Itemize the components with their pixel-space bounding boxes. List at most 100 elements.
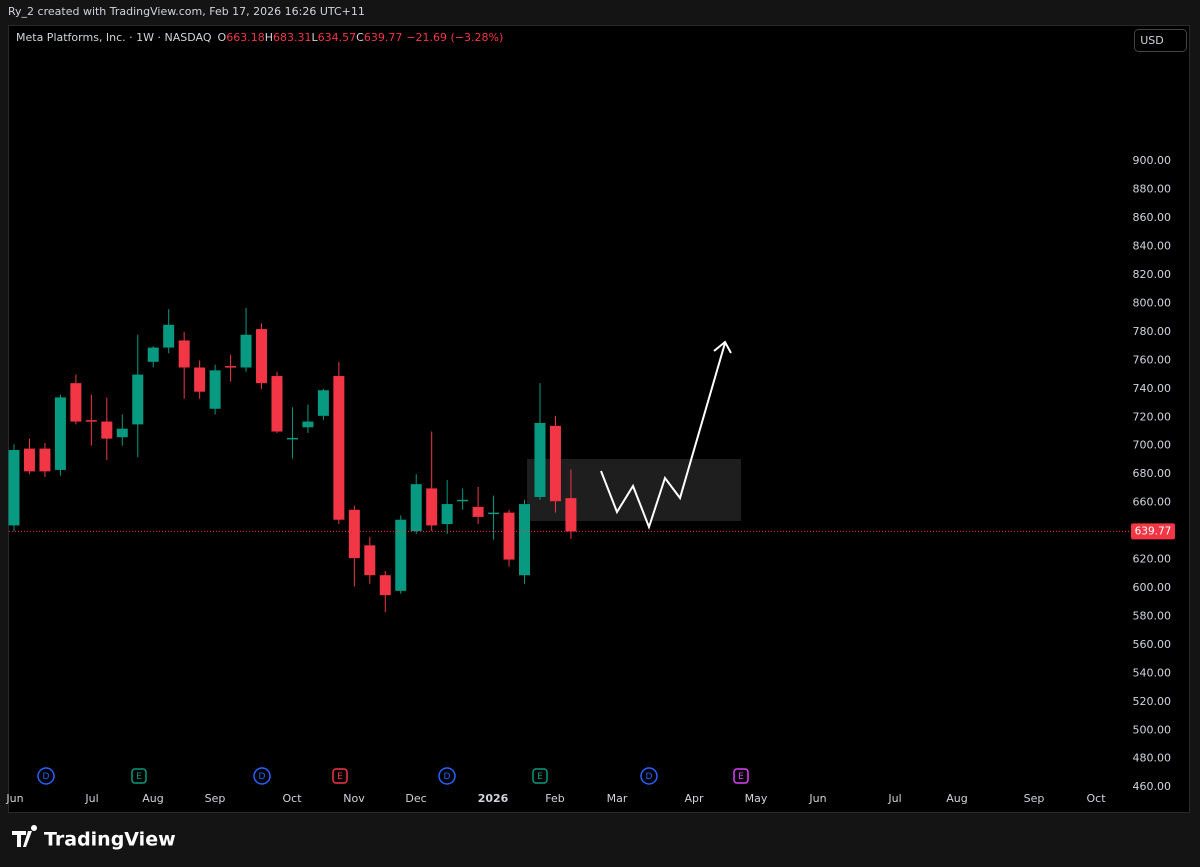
x-tick-label: Feb xyxy=(545,792,564,805)
dividend-marker xyxy=(438,767,456,785)
y-tick-label: 760.00 xyxy=(1133,353,1172,366)
y-tick-label: 720.00 xyxy=(1133,410,1172,423)
x-tick-label: Sep xyxy=(1024,792,1045,805)
candle-body xyxy=(70,383,82,422)
x-tick-label: Apr xyxy=(684,792,704,805)
y-tick-label: 780.00 xyxy=(1133,325,1172,338)
candle-body xyxy=(379,575,391,596)
x-tick-label: Oct xyxy=(1086,792,1106,805)
candle-body xyxy=(39,448,51,472)
x-tick-label: Mar xyxy=(607,792,628,805)
x-tick-label: Aug xyxy=(946,792,967,805)
candle-body xyxy=(8,450,20,526)
earnings-marker xyxy=(131,768,147,784)
brand: TradingView xyxy=(44,829,176,851)
candle-body xyxy=(302,421,314,428)
y-tick-label: 540.00 xyxy=(1133,666,1172,679)
y-tick-label: 560.00 xyxy=(1133,638,1172,651)
x-tick-label: Aug xyxy=(142,792,163,805)
last-price-label: 639.77 xyxy=(1135,525,1172,537)
dividend-marker xyxy=(253,767,271,785)
candle-body xyxy=(348,509,360,559)
y-tick-label: 500.00 xyxy=(1133,723,1172,736)
y-tick-label: 660.00 xyxy=(1133,496,1172,509)
candle-body xyxy=(441,504,453,524)
legend-key: O xyxy=(218,31,227,44)
y-tick-label: 460.00 xyxy=(1133,780,1172,793)
event-label: D xyxy=(43,772,50,782)
currency-button[interactable] xyxy=(1134,29,1187,52)
logo-icon xyxy=(12,825,38,847)
legend-value: 634.57 xyxy=(318,31,357,44)
candle-body xyxy=(472,506,484,517)
candle-body xyxy=(101,421,113,439)
y-tick-label: 620.00 xyxy=(1133,553,1172,566)
event-label: E xyxy=(738,772,744,782)
candle-body xyxy=(147,347,159,362)
y-tick-label: 680.00 xyxy=(1133,467,1172,480)
y-tick-label: 740.00 xyxy=(1133,382,1172,395)
candle-body xyxy=(240,334,252,368)
logo: TradingView xyxy=(12,825,176,851)
dividend-marker xyxy=(37,767,55,785)
candle-body xyxy=(364,545,376,576)
last-price-tag xyxy=(1131,523,1175,540)
candle-body xyxy=(54,397,66,470)
x-tick-label: Dec xyxy=(405,792,426,805)
earnings-marker xyxy=(532,768,548,784)
candle-body xyxy=(519,504,531,576)
y-tick-label: 580.00 xyxy=(1133,609,1172,622)
candle-body xyxy=(333,376,345,520)
y-tick-label: 840.00 xyxy=(1133,240,1172,253)
y-tick-label: 700.00 xyxy=(1133,439,1172,452)
event-label: D xyxy=(444,772,451,782)
dividend-marker xyxy=(640,767,658,785)
earnings-marker xyxy=(332,768,348,784)
candle-body xyxy=(23,448,35,472)
candle-body xyxy=(178,340,190,368)
candle-body xyxy=(488,512,500,515)
candle-body xyxy=(457,499,469,502)
candle-body xyxy=(395,519,407,591)
event-label: D xyxy=(646,772,653,782)
candle-body xyxy=(256,329,268,384)
candle-body xyxy=(549,425,561,502)
x-tick-label: Jul xyxy=(84,792,98,805)
event-label: E xyxy=(136,772,142,782)
currency[interactable]: USD xyxy=(1140,34,1164,47)
candle-body xyxy=(565,498,577,532)
candle-body xyxy=(534,422,546,497)
y-tick-label: 900.00 xyxy=(1133,154,1172,167)
x-tick-label: 2026 xyxy=(478,792,509,805)
x-tick-label: Nov xyxy=(343,792,365,805)
x-tick-label: Oct xyxy=(282,792,302,805)
y-tick-label: 860.00 xyxy=(1133,211,1172,224)
event-label: E xyxy=(537,772,543,782)
candle-body xyxy=(410,484,422,532)
y-tick-label: 880.00 xyxy=(1133,183,1172,196)
y-tick-label: 800.00 xyxy=(1133,296,1172,309)
x-tick-label: May xyxy=(745,792,768,805)
candle-body xyxy=(209,370,221,409)
symbol-title: Meta Platforms, Inc. · 1W · NASDAQ xyxy=(16,31,212,44)
x-tick-label: Sep xyxy=(205,792,226,805)
forecast-arrowhead xyxy=(713,340,732,354)
candle-body xyxy=(116,428,128,438)
candle-body xyxy=(503,512,515,560)
forecast-path xyxy=(600,342,726,530)
x-tick-label: Jun xyxy=(808,792,826,805)
candle-body xyxy=(426,488,438,526)
legend-key: H xyxy=(265,31,273,44)
x-tick-label: Jun xyxy=(5,792,23,805)
legend-value: 639.77 xyxy=(364,31,403,44)
candle-body xyxy=(286,437,298,440)
y-tick-label: 520.00 xyxy=(1133,695,1172,708)
y-tick-label: 820.00 xyxy=(1133,268,1172,281)
y-tick-label: 600.00 xyxy=(1133,581,1172,594)
event-label: E xyxy=(337,772,343,782)
earnings-marker xyxy=(733,768,749,784)
candle-body xyxy=(317,390,329,416)
candle-body xyxy=(225,366,237,368)
candle-body xyxy=(271,376,283,432)
